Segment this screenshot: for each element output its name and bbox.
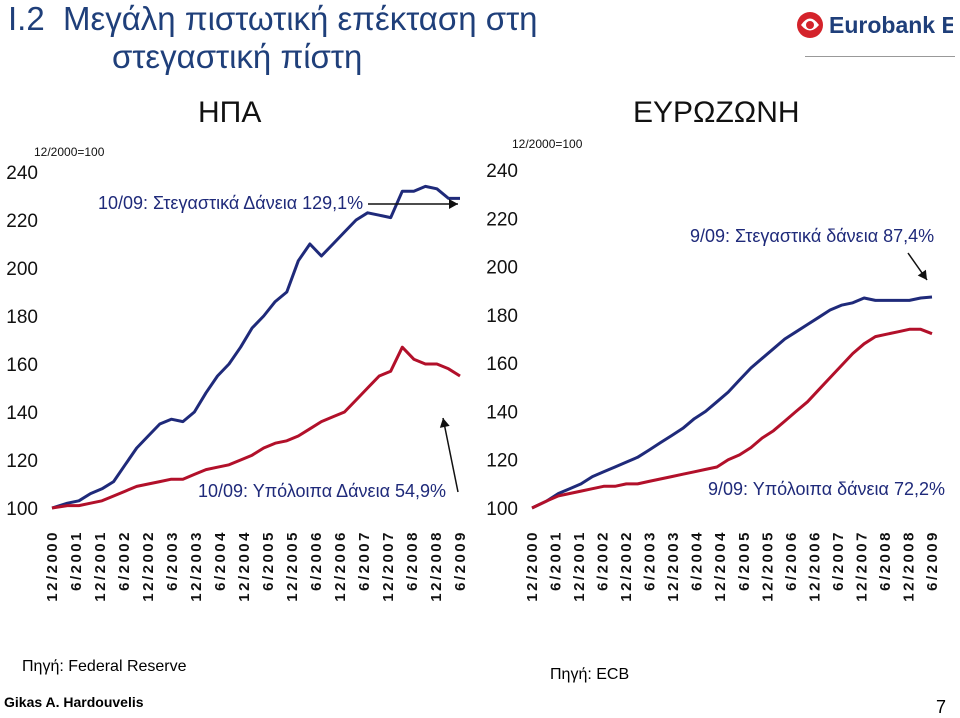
eurobank-swirl-logo: Eurobank EFG — [797, 12, 953, 38]
chart-usa: 12/2000=100 100 120 140 160 180 200 220 240 12/20… — [6, 145, 469, 602]
y-tick-label: 240 — [6, 163, 38, 184]
x-tick-label: 12/2007 — [853, 530, 870, 602]
x-tick-label: 6/2006 — [783, 530, 800, 591]
x-tick-label: 6/2003 — [164, 530, 181, 591]
x-tick-label: 12/2005 — [759, 530, 776, 602]
y-tick-label: 120 — [6, 451, 38, 472]
annotation-label: 9/09: Στεγαστικά δάνεια 87,4% — [690, 226, 934, 246]
x-tick-label: 6/2008 — [877, 530, 894, 591]
x-tick-label: 6/2004 — [212, 530, 229, 591]
y-tick-label: 180 — [6, 307, 38, 328]
arrow-head — [449, 199, 458, 209]
x-tick-label: 12/2006 — [332, 530, 349, 602]
y-tick-label: 120 — [486, 451, 518, 472]
y-tick-label: 160 — [486, 354, 518, 375]
x-tick-label: 6/2003 — [642, 530, 659, 591]
chart-title-eurozone: ΕΥΡΩΖΩΝΗ — [633, 96, 800, 129]
x-tick-label: 12/2000 — [44, 530, 61, 602]
x-tick-label: 12/2002 — [140, 530, 157, 602]
annotation-label: 9/09: Υπόλοιπα δάνεια 72,2% — [708, 479, 945, 499]
annotation-label: 10/09: Στεγαστικά Δάνεια 129,1% — [98, 193, 363, 213]
y-tick-label: 200 — [486, 258, 518, 279]
x-tick-label: 12/2002 — [618, 530, 635, 602]
chart-eurozone: 12/2000=100 100 120 140 160 180 200 220 240 12/20… — [486, 137, 945, 602]
y-tick-label: 160 — [6, 355, 38, 376]
x-tick-label: 12/2000 — [524, 530, 541, 602]
annotation-label: 10/09: Υπόλοιπα Δάνεια 54,9% — [198, 481, 446, 501]
x-tick-label: 12/2001 — [571, 530, 588, 602]
y-tick-label: 220 — [486, 209, 518, 230]
page-number: 7 — [936, 697, 947, 717]
x-tick-label: 12/2004 — [236, 530, 253, 602]
x-tick-label: 12/2008 — [428, 530, 445, 602]
series-line-other — [51, 345, 461, 510]
base-note: 12/2000=100 — [34, 145, 105, 159]
slide-title: I.2 Μεγάλη πιστωτική επέκταση στη στεγαστ… — [8, 0, 538, 76]
annotation-arrow — [442, 417, 459, 493]
x-tick-label: 6/2002 — [116, 530, 133, 591]
y-tick-label: 140 — [486, 402, 518, 423]
x-tick-label: 12/2004 — [712, 530, 729, 602]
x-tick-label: 6/2001 — [68, 530, 85, 591]
y-tick-label: 100 — [486, 499, 518, 520]
series-line-housing — [51, 184, 460, 510]
base-note: 12/2000=100 — [512, 137, 583, 151]
x-tick-label: 6/2009 — [924, 530, 941, 591]
header-divider — [805, 56, 955, 57]
x-tick-label: 12/2003 — [665, 530, 682, 602]
source-left: Πηγή: Federal Reserve — [22, 658, 187, 675]
series-line-housing — [531, 295, 933, 510]
series-line-other — [531, 327, 933, 510]
x-tick-label: 12/2001 — [92, 530, 109, 602]
x-tick-label: 6/2004 — [689, 530, 706, 591]
x-tick-label: 12/2005 — [284, 530, 301, 602]
y-tick-label: 220 — [6, 211, 38, 232]
slide-title-line2: στεγαστική πίστη — [112, 38, 363, 75]
chart-title-usa: ΗΠΑ — [198, 96, 262, 129]
y-tick-label: 140 — [6, 403, 38, 424]
author: Gikas A. Hardouvelis — [4, 694, 144, 710]
source-right: Πηγή: ECB — [550, 666, 630, 683]
y-tick-label: 180 — [486, 306, 518, 327]
x-tick-label: 12/2006 — [806, 530, 823, 602]
x-tick-label: 12/2008 — [900, 530, 917, 602]
x-tick-label: 6/2007 — [830, 530, 847, 591]
arrow-head — [917, 269, 927, 280]
logo-text: Eurobank EFG — [829, 12, 953, 38]
x-tick-label: 12/2007 — [380, 530, 397, 602]
x-tick-label: 6/2006 — [308, 530, 325, 591]
slide-title-line1: I.2 Μεγάλη πιστωτική επέκταση στη — [8, 0, 538, 37]
x-tick-label: 6/2005 — [260, 530, 277, 591]
x-tick-label: 6/2009 — [452, 530, 469, 591]
y-tick-label: 240 — [486, 161, 518, 182]
x-tick-label: 12/2003 — [188, 530, 205, 602]
x-tick-label: 6/2002 — [595, 530, 612, 591]
x-tick-label: 6/2001 — [548, 530, 565, 591]
x-tick-label: 6/2007 — [356, 530, 373, 591]
y-tick-label: 100 — [6, 499, 38, 520]
y-tick-label: 200 — [6, 259, 38, 280]
arrow-head — [439, 418, 450, 428]
x-tick-label: 6/2008 — [404, 530, 421, 591]
x-tick-label: 6/2005 — [736, 530, 753, 591]
